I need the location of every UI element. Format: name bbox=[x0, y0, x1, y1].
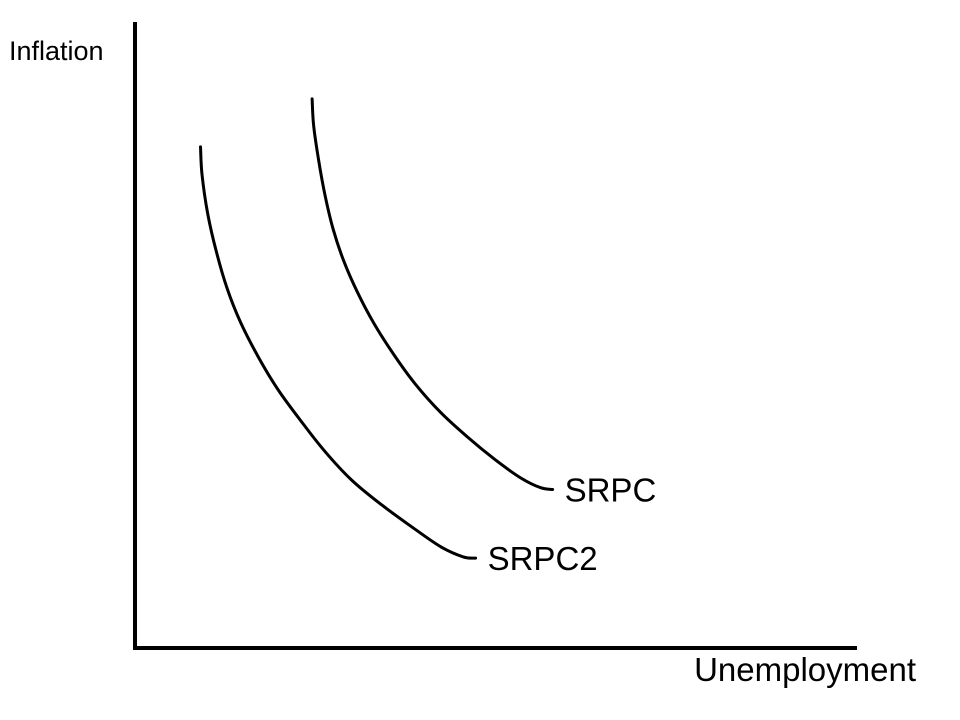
x-axis-label: Unemployment bbox=[694, 651, 916, 688]
y-axis-label: Inflation bbox=[9, 36, 104, 66]
plot-axes bbox=[133, 22, 857, 650]
series-line-srpc bbox=[310, 97, 555, 491]
series-label-srpc: SRPC bbox=[565, 472, 657, 509]
series-label-srpc2: SRPC2 bbox=[488, 540, 598, 577]
series-layer: SRPC SRPC2 bbox=[199, 97, 657, 577]
series-line-srpc2 bbox=[199, 145, 478, 560]
